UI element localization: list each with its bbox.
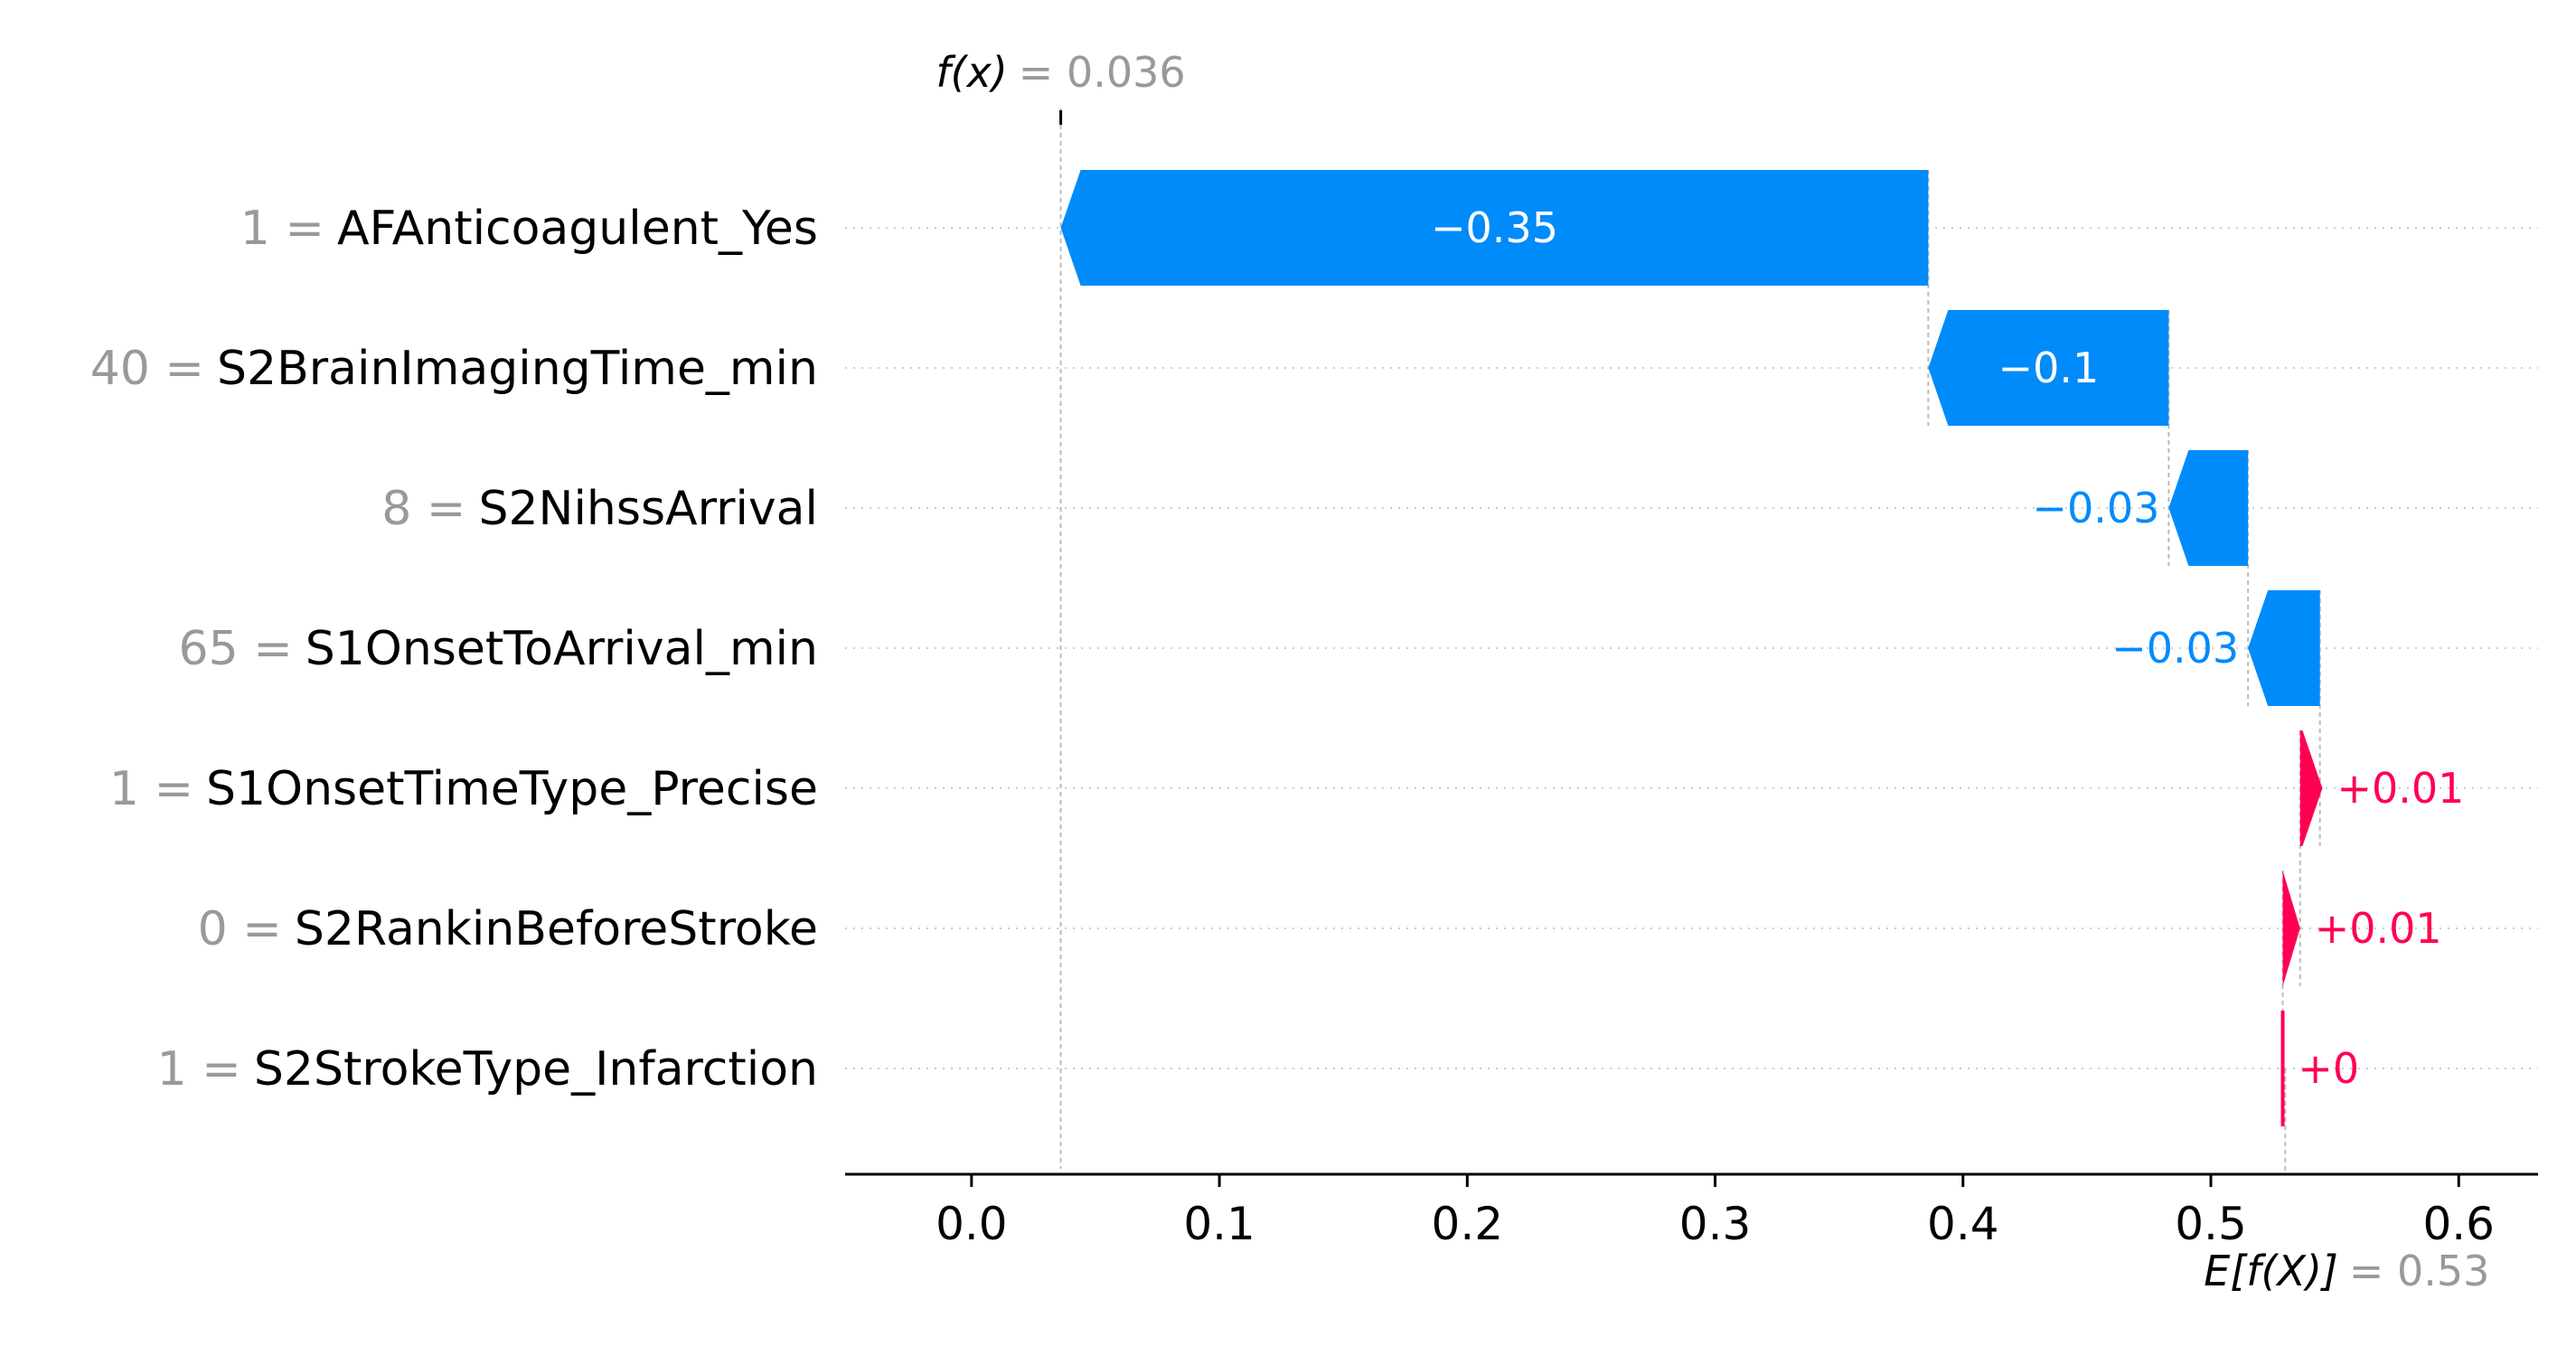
fx-value: = 0.036 [1019,48,1186,97]
x-tick-label: 0.4 [1927,1198,1999,1250]
bar-AFAnticoagulent_Yes [1060,170,1929,286]
x-tick-label: 0.2 [1432,1198,1504,1250]
bar-value-label: −0.03 [2032,484,2159,532]
bar-S1OnsetToArrival_min [2248,590,2320,706]
contribution-bars: −0.35 −0.1 −0.03 −0.03 +0.01 +0.01 +0 [1060,170,2464,1126]
fx-label: f(x) = 0.036 [935,48,1185,97]
bar-value-label: +0.01 [2315,904,2442,953]
efx-annotation: E[f(X)] = 0.53 [2204,1247,2489,1295]
feature-name: S2StrokeType_Infarction [254,1042,818,1097]
feature-label: 1 = S2StrokeType_Infarction [157,1042,818,1097]
bar-S2BrainImagingTime_min [1928,310,2169,426]
feature-value: 40 = [90,342,204,396]
feature-value: 1 = [240,202,324,256]
feature-name: S1OnsetToArrival_min [306,622,818,676]
bar-S1OnsetTimeType_Precise [2299,730,2323,846]
feature-label: 1 = AFAnticoagulent_Yes [240,202,818,256]
x-tick-label: 0.3 [1679,1198,1752,1250]
feature-name: S1OnsetTimeType_Precise [206,762,818,816]
feature-label: 65 = S1OnsetToArrival_min [179,622,818,676]
bar-S2RankinBeforeStroke [2282,871,2300,986]
efx-name: E[f(X)] [2204,1247,2338,1295]
x-tick-label: 0.1 [1183,1198,1255,1250]
x-tick-label: 0.5 [2175,1198,2247,1250]
feature-value: 65 = [179,622,293,676]
x-tick-label: 0.6 [2422,1198,2495,1250]
feature-label: 40 = S2BrainImagingTime_min [90,342,818,396]
efx-value: = 0.53 [2349,1247,2490,1295]
feature-name: S2RankinBeforeStroke [295,902,818,956]
feature-value: 0 = [198,902,282,956]
bar-value-label: +0 [2298,1044,2359,1093]
feature-name: S2BrainImagingTime_min [217,342,818,396]
feature-label: 0 = S2RankinBeforeStroke [198,902,818,956]
feature-name: S2NihssArrival [478,482,818,536]
x-tick-label: 0.0 [935,1198,1008,1250]
fx-name: f(x) [935,48,1007,97]
bar-value-label: −0.03 [2111,624,2239,673]
feature-value: 1 = [157,1042,241,1097]
bar-value-label: +0.01 [2336,764,2464,813]
feature-label: 1 = S1OnsetTimeType_Precise [109,762,818,816]
bar-value-label: −0.1 [1998,344,2100,392]
feature-label: 8 = S2NihssArrival [381,482,818,536]
feature-value: 8 = [381,482,465,536]
bar-S2NihssArrival [2168,450,2249,566]
fx-annotation: f(x) = 0.036 [935,48,1186,125]
bar-value-label: −0.35 [1431,203,1558,252]
efx-label: E[f(X)] = 0.53 [2204,1247,2489,1295]
x-axis: 0.0 0.1 0.2 0.3 0.4 0.5 0.6 [845,1172,2538,1250]
feature-value: 1 = [109,762,193,816]
feature-name: AFAnticoagulent_Yes [337,202,818,256]
